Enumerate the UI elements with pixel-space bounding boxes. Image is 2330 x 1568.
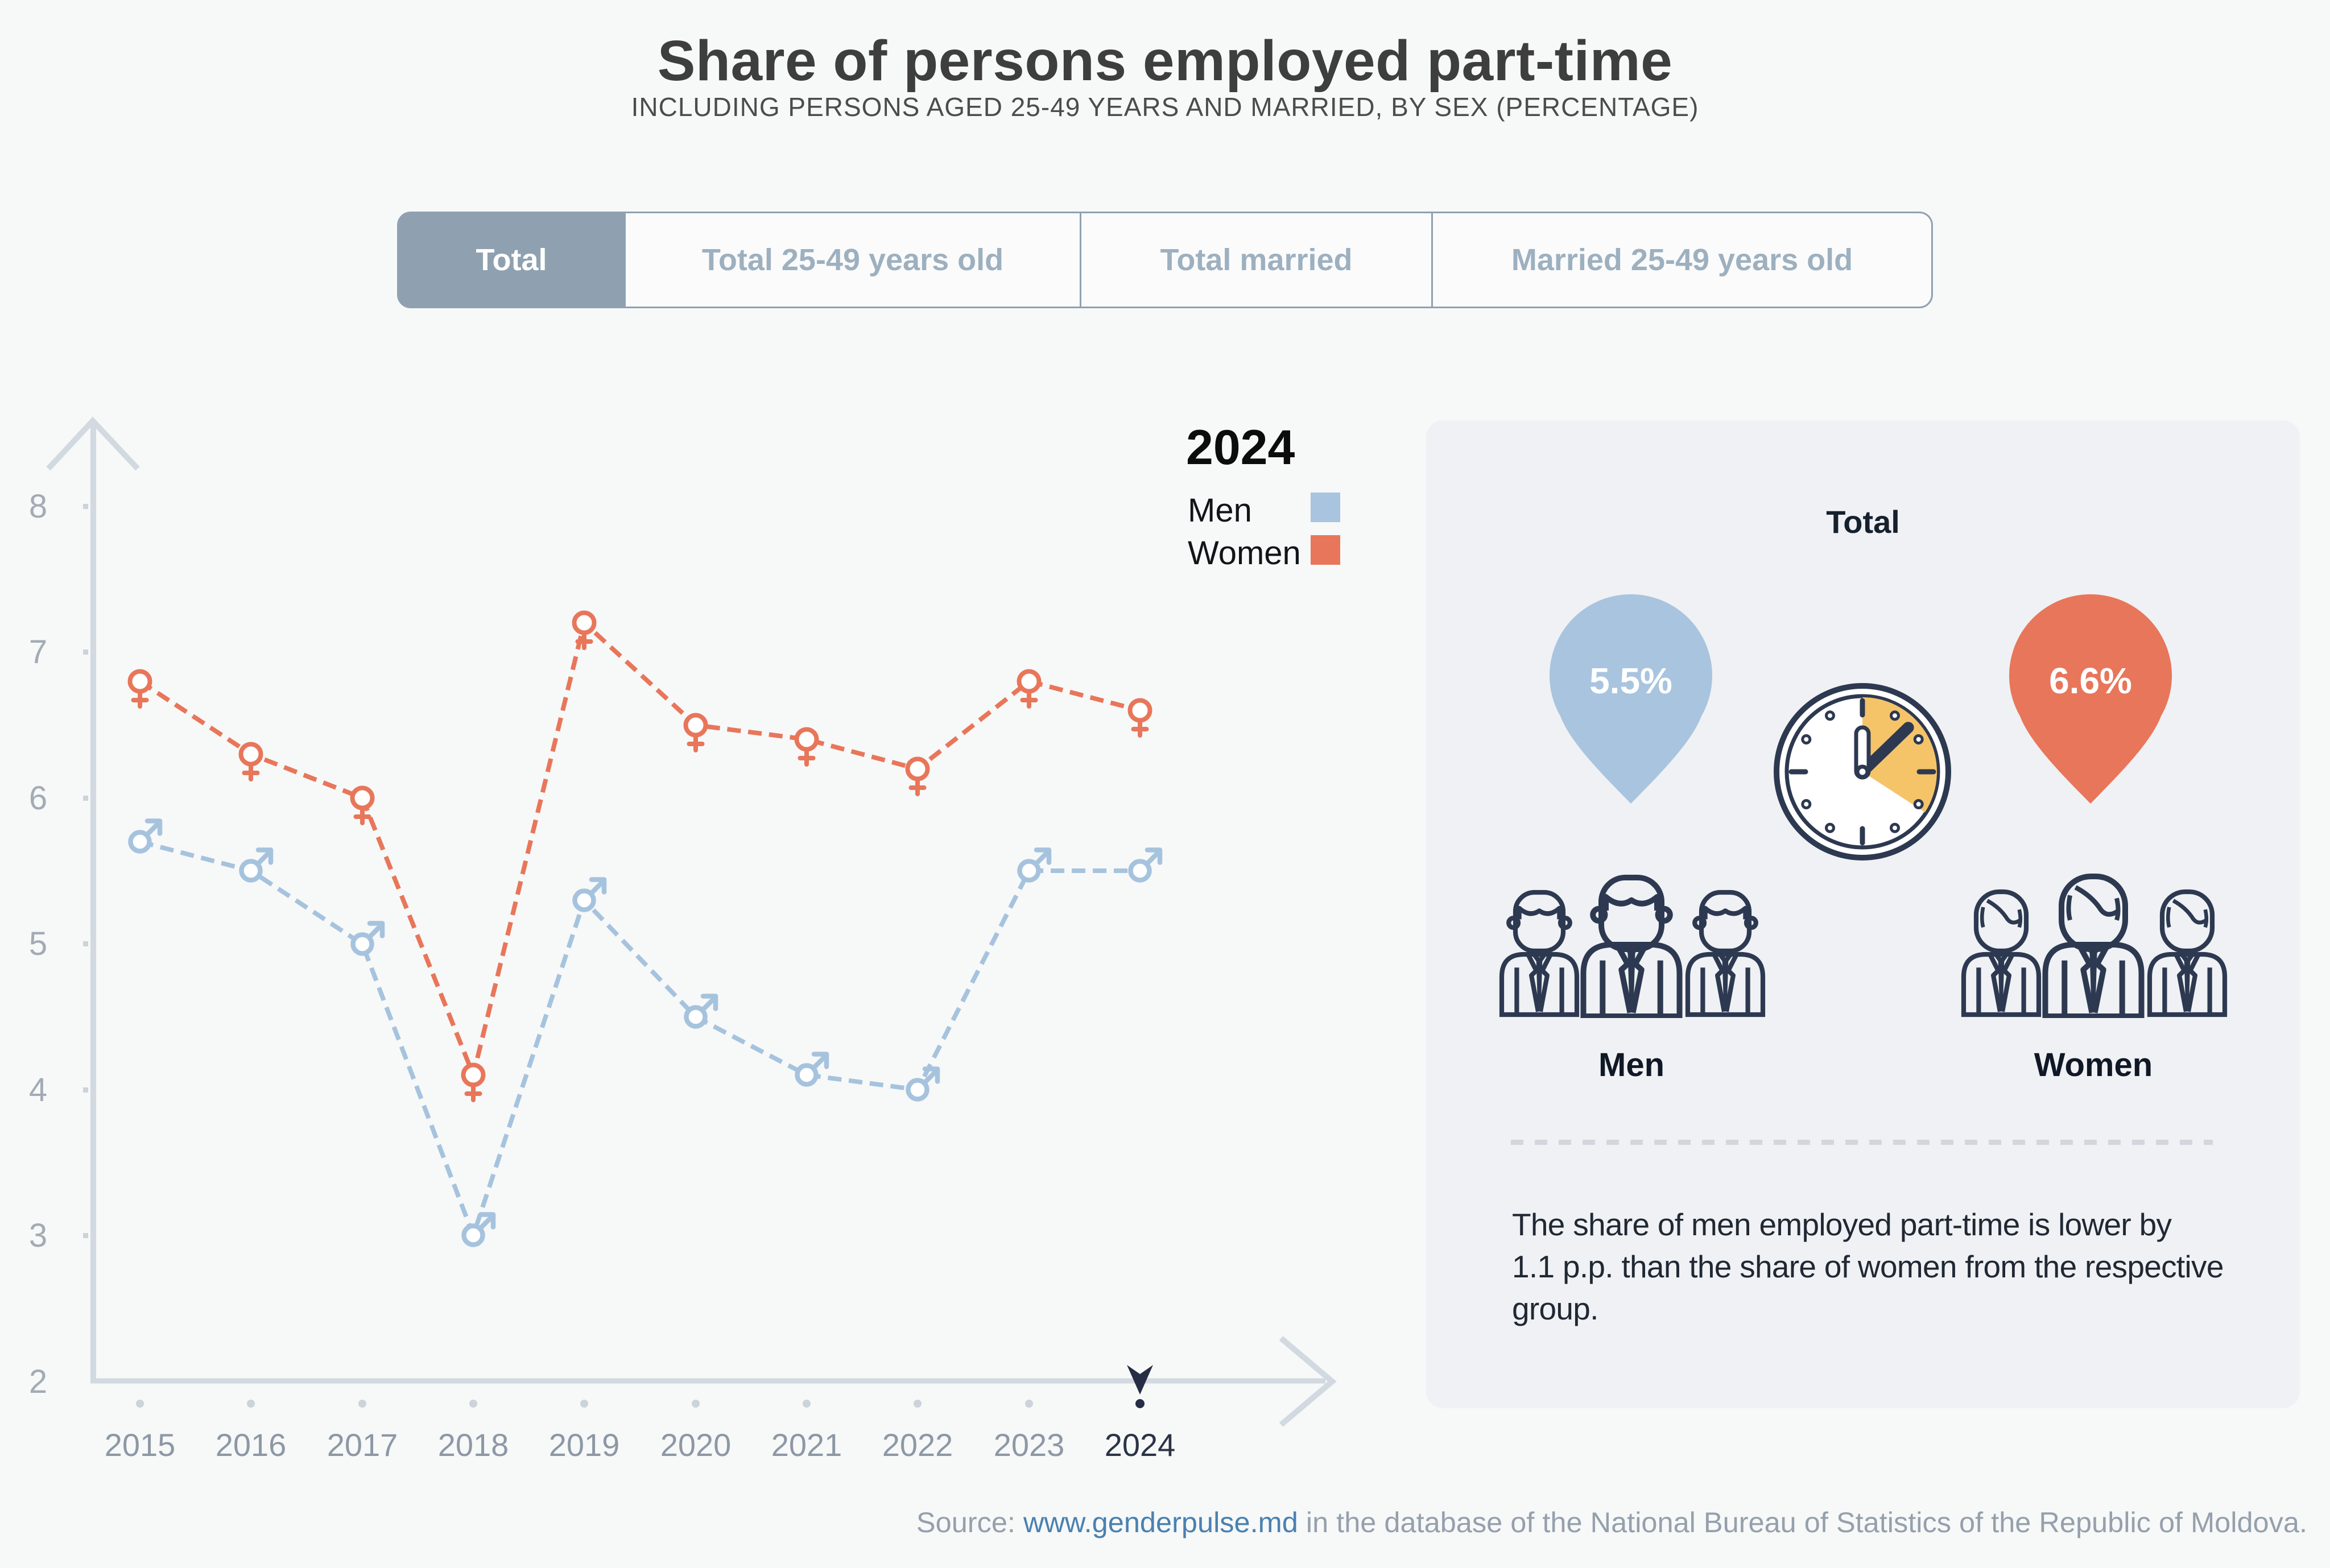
- svg-text:3: 3: [29, 1217, 47, 1254]
- svg-text:7: 7: [29, 634, 47, 671]
- svg-text:2019: 2019: [549, 1427, 620, 1463]
- svg-text:8: 8: [29, 488, 47, 525]
- svg-text:2024: 2024: [1105, 1427, 1176, 1463]
- svg-text:2018: 2018: [438, 1427, 509, 1463]
- svg-text:2017: 2017: [327, 1427, 398, 1463]
- svg-text:2: 2: [29, 1363, 47, 1400]
- svg-text:2020: 2020: [660, 1427, 732, 1463]
- svg-text:2022: 2022: [882, 1427, 953, 1463]
- svg-text:5: 5: [29, 925, 47, 962]
- svg-text:6: 6: [29, 780, 47, 817]
- svg-text:4: 4: [29, 1071, 47, 1108]
- svg-text:2021: 2021: [771, 1427, 842, 1463]
- svg-text:2016: 2016: [216, 1427, 287, 1463]
- svg-text:2023: 2023: [994, 1427, 1065, 1463]
- svg-text:2015: 2015: [105, 1427, 176, 1463]
